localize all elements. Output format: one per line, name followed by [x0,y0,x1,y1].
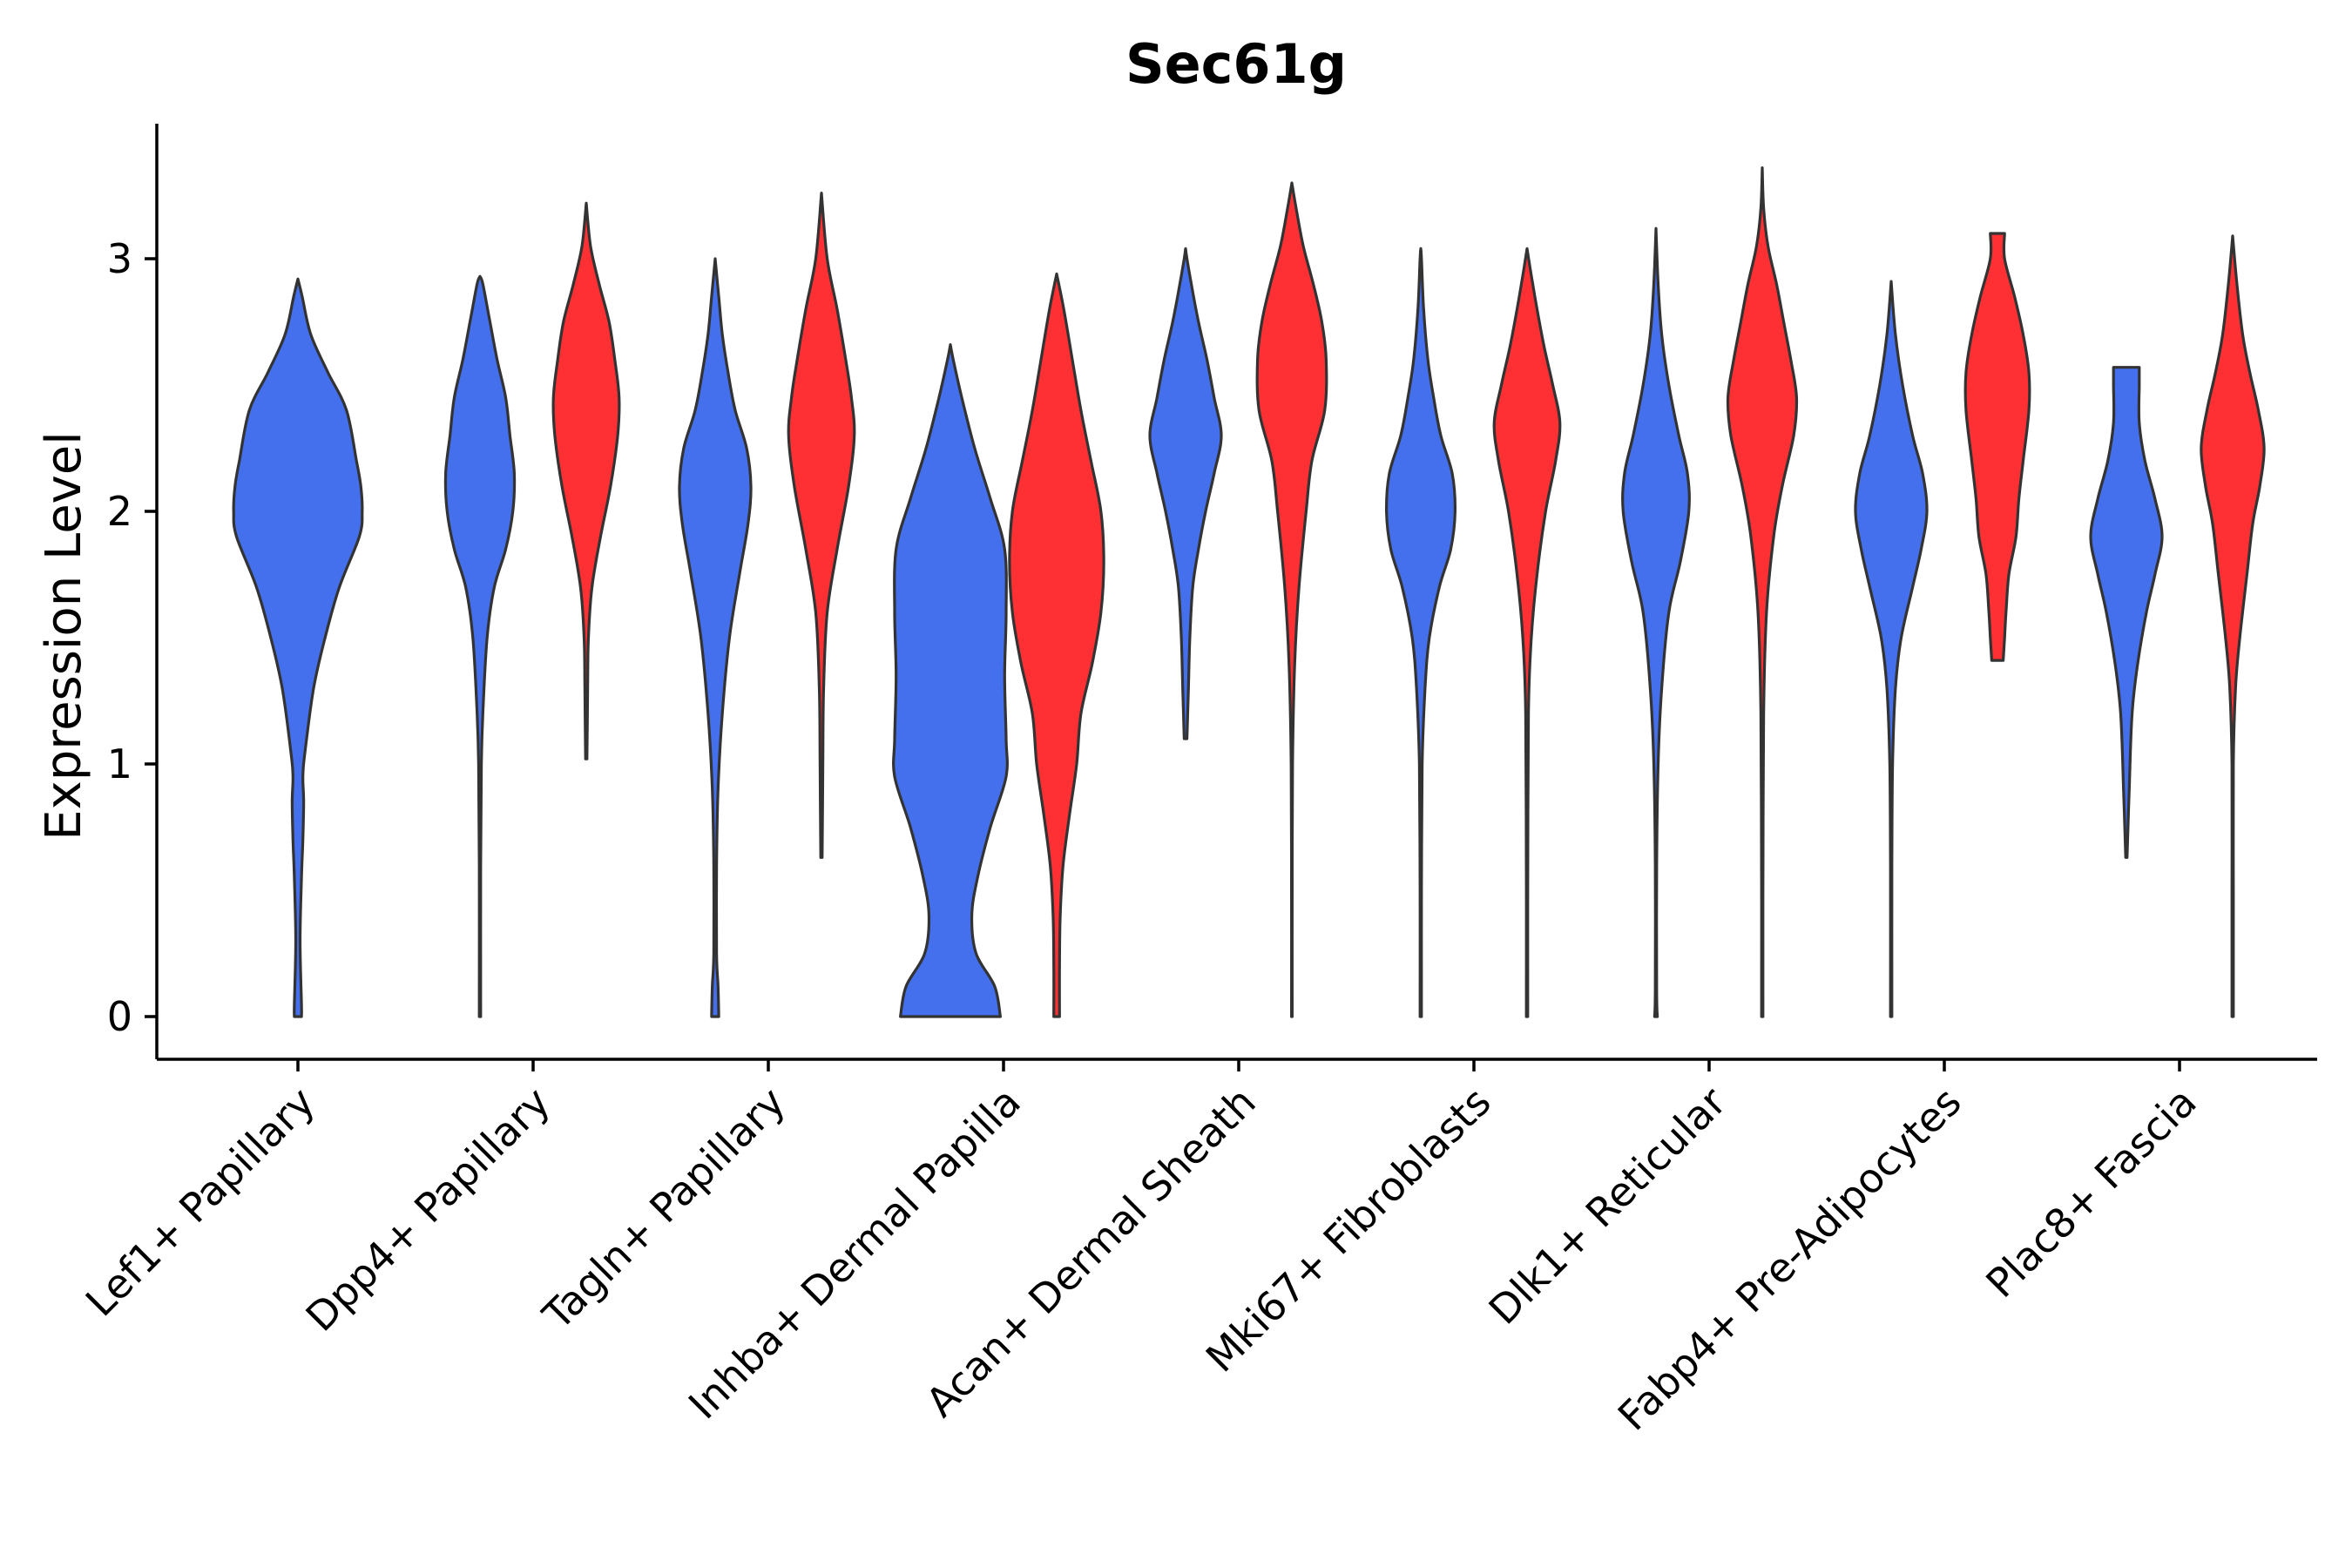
y-tick-label: 3 [107,235,132,282]
violin-2-3 [787,192,856,859]
y-tick-label: 2 [107,488,132,535]
violin-2-6 [1492,247,1562,1018]
y-ticks-layer: 0 1 2 3 [107,235,157,1040]
violin-2-7 [1726,166,1799,1018]
violin-2-9 [2200,234,2266,1018]
violin-1-6 [1384,247,1457,1018]
x-tick-label: Dpp4+ Papillary [297,1078,559,1341]
x-tick-label: Plac8+ Fascia [1977,1078,2205,1307]
y-axis-title: Expression Level [36,431,92,841]
y-tick-label: 1 [107,740,132,787]
violin-2-2 [551,201,621,760]
violin-1-2 [443,274,517,1018]
violin-1-8 [1854,280,1929,1018]
x-tick-label: Dlk1+ Reticular [1480,1078,1735,1334]
violins-layer [232,166,2266,1018]
chart-title: Sec61g [1125,32,1347,96]
violin-2-4 [1008,272,1105,1018]
axes-layer [155,124,2317,1061]
y-tick-label: 0 [107,993,132,1040]
violin-1-3 [678,257,753,1018]
violin-1-9 [2089,366,2164,859]
violin-1-5 [1148,247,1223,740]
violin-1-7 [1621,226,1691,1018]
x-tick-label: Tagln+ Papillary [533,1078,794,1340]
violin-2-5 [1255,181,1328,1018]
violin-1-1 [232,277,364,1018]
violin-2-8 [1963,232,2031,662]
violin-1-4 [892,343,1009,1018]
x-tick-label: Lef1+ Papillary [77,1078,324,1326]
